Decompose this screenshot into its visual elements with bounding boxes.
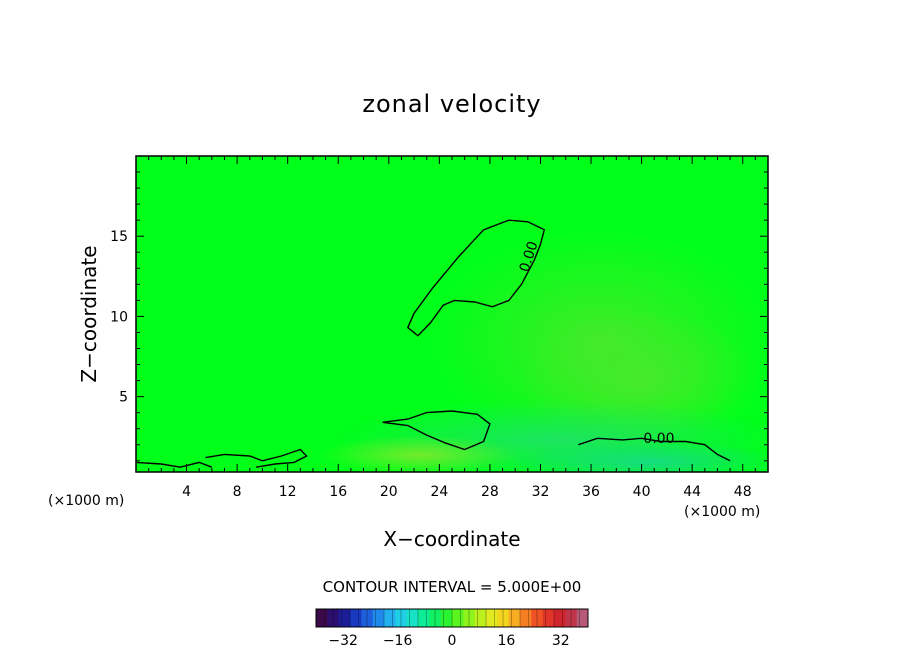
x-tick-label: 4 (182, 484, 191, 500)
x-tick-label: 32 (532, 484, 550, 500)
x-tick-label: 48 (734, 484, 752, 500)
colorbar-ticks: −32 −16 0 16 32 (328, 633, 569, 649)
colorbar-swatch (372, 609, 385, 627)
colorbar-swatch (474, 609, 487, 627)
contour-line-0 (406, 219, 546, 337)
colorbar-swatch (418, 609, 430, 627)
contour-line-2 (578, 437, 731, 462)
x-tick-label: 16 (329, 484, 347, 500)
x-tick-label: 44 (683, 484, 701, 500)
colorbar-tick-label: −16 (383, 633, 413, 649)
colorbar-tick-label: −32 (328, 633, 358, 649)
x-tick-label: 40 (633, 484, 651, 500)
colorbar-swatch (508, 609, 521, 627)
contour-line-1 (382, 410, 491, 451)
colorbar-swatch (440, 609, 453, 627)
x-tick-label: 8 (233, 484, 242, 500)
colorbar-swatch (338, 609, 351, 627)
contour-line-3 (136, 461, 213, 468)
colorbar-swatch (452, 609, 464, 627)
y-tick-label: 5 (119, 390, 128, 406)
y-tick-label: 10 (110, 309, 128, 325)
chart-title: zonal velocity (362, 90, 541, 118)
contour-line-4 (205, 448, 308, 468)
colorbar-tick-label: 32 (552, 633, 570, 649)
colorbar-tick-label: 0 (448, 633, 457, 649)
colorbar-tick-label: 16 (497, 633, 515, 649)
x-tick-label: 20 (380, 484, 398, 500)
y-unit-label: (×1000 m) (48, 493, 124, 509)
y-axis-ticks: 5 10 15 (110, 171, 768, 462)
colorbar-swatch (316, 609, 328, 627)
x-axis-ticks: 4 8 12 16 20 24 28 32 36 40 44 48 (148, 156, 756, 500)
plot-field (136, 156, 768, 472)
colorbar-swatch (542, 609, 555, 627)
colorbar-swatch (350, 609, 362, 627)
x-tick-label: 36 (582, 484, 600, 500)
x-tick-label: 12 (279, 484, 297, 500)
y-tick-label: 15 (110, 229, 128, 245)
x-unit-label: (×1000 m) (684, 504, 760, 520)
x-tick-label: 24 (430, 484, 448, 500)
contour-label-lower: 0.00 (643, 431, 674, 447)
y-axis-label: Z−coordinate (77, 245, 101, 382)
colorbar-swatch (520, 609, 532, 627)
colorbar-swatch (384, 609, 396, 627)
field-patch-surface (510, 442, 768, 472)
colorbar (315, 608, 589, 628)
colorbar-swatch (576, 609, 589, 627)
x-tick-label: 28 (481, 484, 499, 500)
contour-interval-label: CONTOUR INTERVAL = 5.000E+00 (323, 578, 582, 596)
colorbar-frame (315, 608, 589, 628)
contour-lines (136, 219, 731, 468)
x-axis-label: X−coordinate (383, 527, 520, 551)
colorbar-swatch (486, 609, 498, 627)
colorbar-swatch (406, 609, 419, 627)
field-patch-left (320, 435, 520, 472)
colorbar-swatch (554, 609, 566, 627)
